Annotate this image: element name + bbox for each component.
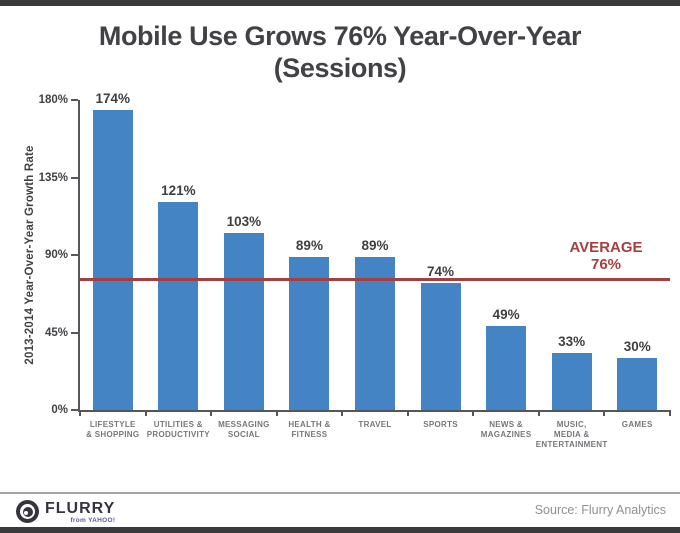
top-edge-bar	[0, 0, 680, 6]
bar-4	[355, 256, 395, 410]
x-tick	[537, 410, 540, 416]
y-tick	[71, 331, 78, 334]
bar-0	[92, 110, 133, 410]
category-label: UTILITIES & PRODUCTIVITY	[146, 420, 210, 439]
category-label: SPORTS	[423, 420, 458, 429]
average-line	[80, 278, 670, 282]
bottom-edge-bar	[0, 527, 680, 533]
x-tick	[603, 410, 606, 416]
bar-value-label: 121%	[161, 182, 196, 198]
chart-title-line1: Mobile Use Grows 76% Year-Over-Year	[98, 21, 582, 51]
flurry-logo-text: FLURRY	[45, 500, 116, 517]
bar-value-label: 33%	[558, 334, 586, 350]
bar-8	[617, 358, 658, 410]
bar-5	[420, 282, 461, 410]
y-tick	[71, 99, 78, 101]
bar-value-label: 89%	[361, 237, 389, 253]
y-tick	[71, 176, 78, 179]
category-label: TRAVEL	[358, 420, 392, 429]
bar-value-label: 103%	[226, 213, 262, 229]
bar-value-label: 30%	[623, 339, 651, 355]
flurry-logo-text-block: FLURRY from YAHOO!	[45, 500, 115, 525]
bar-6	[486, 325, 527, 410]
y-tick-label: 45%	[44, 326, 68, 339]
bar-value-label: 174%	[95, 91, 131, 107]
x-tick	[144, 410, 147, 416]
y-axis-title: 2013-2014 Year-Over-Year Growth Rate	[24, 145, 36, 365]
x-tick	[341, 410, 344, 416]
average-label-value: 76%	[590, 256, 622, 274]
category-label: GAMES	[621, 420, 653, 429]
flurry-logo-ring	[20, 504, 35, 519]
bar-value-label: 74%	[427, 263, 455, 279]
y-tick-label: 0%	[51, 404, 68, 416]
bar-7	[551, 353, 592, 410]
category-label: NEWS & MAGAZINES	[480, 420, 532, 439]
bar-value-label: 49%	[492, 306, 520, 322]
bar-1	[158, 201, 199, 410]
y-tick	[71, 409, 78, 411]
y-tick	[71, 254, 78, 256]
x-tick	[406, 410, 409, 416]
bar-3	[289, 256, 330, 410]
flurry-logo: FLURRY from YAHOO!	[16, 500, 115, 525]
y-tick-label: 180%	[38, 94, 68, 106]
bar-2	[223, 232, 264, 410]
chart-title: Mobile Use Grows 76% Year-Over-Year (Ses…	[0, 20, 680, 84]
category-label: MUSIC, MEDIA & ENTERTAINMENT	[535, 420, 608, 449]
average-label-word: AVERAGE	[569, 239, 643, 257]
category-label: MESSAGING SOCIAL	[218, 420, 270, 439]
x-tick	[210, 410, 213, 416]
flurry-logo-core	[22, 506, 33, 517]
x-tick	[275, 410, 278, 416]
y-tick-label: 135%	[38, 171, 68, 184]
average-line-label: AVERAGE 76%	[569, 239, 642, 273]
bar-chart-plot-area: 0% 45% 90% 135% 180% 174% LIFESTYLE & SHOPPING…	[39, 91, 671, 449]
x-tick	[669, 410, 671, 416]
x-tick	[472, 410, 475, 416]
flurry-logo-swirl	[23, 510, 28, 515]
flurry-logo-subtext: from YAHOO!	[70, 517, 116, 524]
flurry-logo-icon	[16, 500, 39, 523]
x-tick	[79, 410, 81, 416]
bar-value-label: 89%	[295, 237, 323, 253]
category-label: LIFESTYLE & SHOPPING	[86, 420, 140, 439]
footer-divider	[0, 492, 680, 494]
category-label: HEALTH & FITNESS	[288, 420, 331, 439]
source-attribution: Source: Flurry Analytics	[534, 503, 666, 517]
y-tick-label: 90%	[44, 249, 68, 261]
chart-title-line2: (Sessions)	[273, 53, 407, 83]
